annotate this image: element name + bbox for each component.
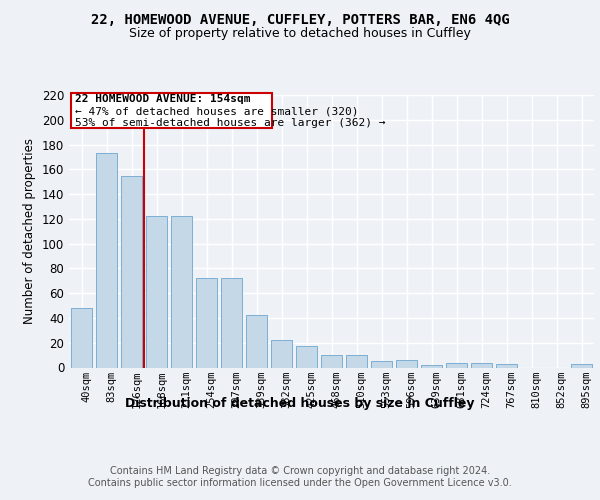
Bar bbox=[396, 360, 417, 368]
Bar bbox=[221, 278, 242, 368]
Text: 22, HOMEWOOD AVENUE, CUFFLEY, POTTERS BAR, EN6 4QG: 22, HOMEWOOD AVENUE, CUFFLEY, POTTERS BA… bbox=[91, 12, 509, 26]
FancyBboxPatch shape bbox=[71, 92, 271, 128]
Bar bbox=[96, 153, 117, 368]
Bar bbox=[496, 364, 517, 368]
Y-axis label: Number of detached properties: Number of detached properties bbox=[23, 138, 36, 324]
Text: Size of property relative to detached houses in Cuffley: Size of property relative to detached ho… bbox=[129, 28, 471, 40]
Bar bbox=[371, 362, 392, 368]
Bar bbox=[146, 216, 167, 368]
Text: Contains HM Land Registry data © Crown copyright and database right 2024.: Contains HM Land Registry data © Crown c… bbox=[110, 466, 490, 476]
Bar bbox=[246, 316, 267, 368]
Bar bbox=[71, 308, 92, 368]
Bar bbox=[421, 365, 442, 368]
Bar bbox=[121, 176, 142, 368]
Text: 53% of semi-detached houses are larger (362) →: 53% of semi-detached houses are larger (… bbox=[75, 118, 385, 128]
Bar bbox=[571, 364, 592, 368]
Bar bbox=[446, 362, 467, 368]
Text: ← 47% of detached houses are smaller (320): ← 47% of detached houses are smaller (32… bbox=[75, 106, 358, 116]
Bar bbox=[296, 346, 317, 368]
Text: Contains public sector information licensed under the Open Government Licence v3: Contains public sector information licen… bbox=[88, 478, 512, 488]
Bar bbox=[471, 362, 492, 368]
Bar bbox=[271, 340, 292, 367]
Text: Distribution of detached houses by size in Cuffley: Distribution of detached houses by size … bbox=[125, 398, 475, 410]
Bar bbox=[171, 216, 192, 368]
Bar bbox=[321, 355, 342, 368]
Text: 22 HOMEWOOD AVENUE: 154sqm: 22 HOMEWOOD AVENUE: 154sqm bbox=[75, 94, 250, 104]
Bar bbox=[346, 355, 367, 368]
Bar bbox=[196, 278, 217, 368]
